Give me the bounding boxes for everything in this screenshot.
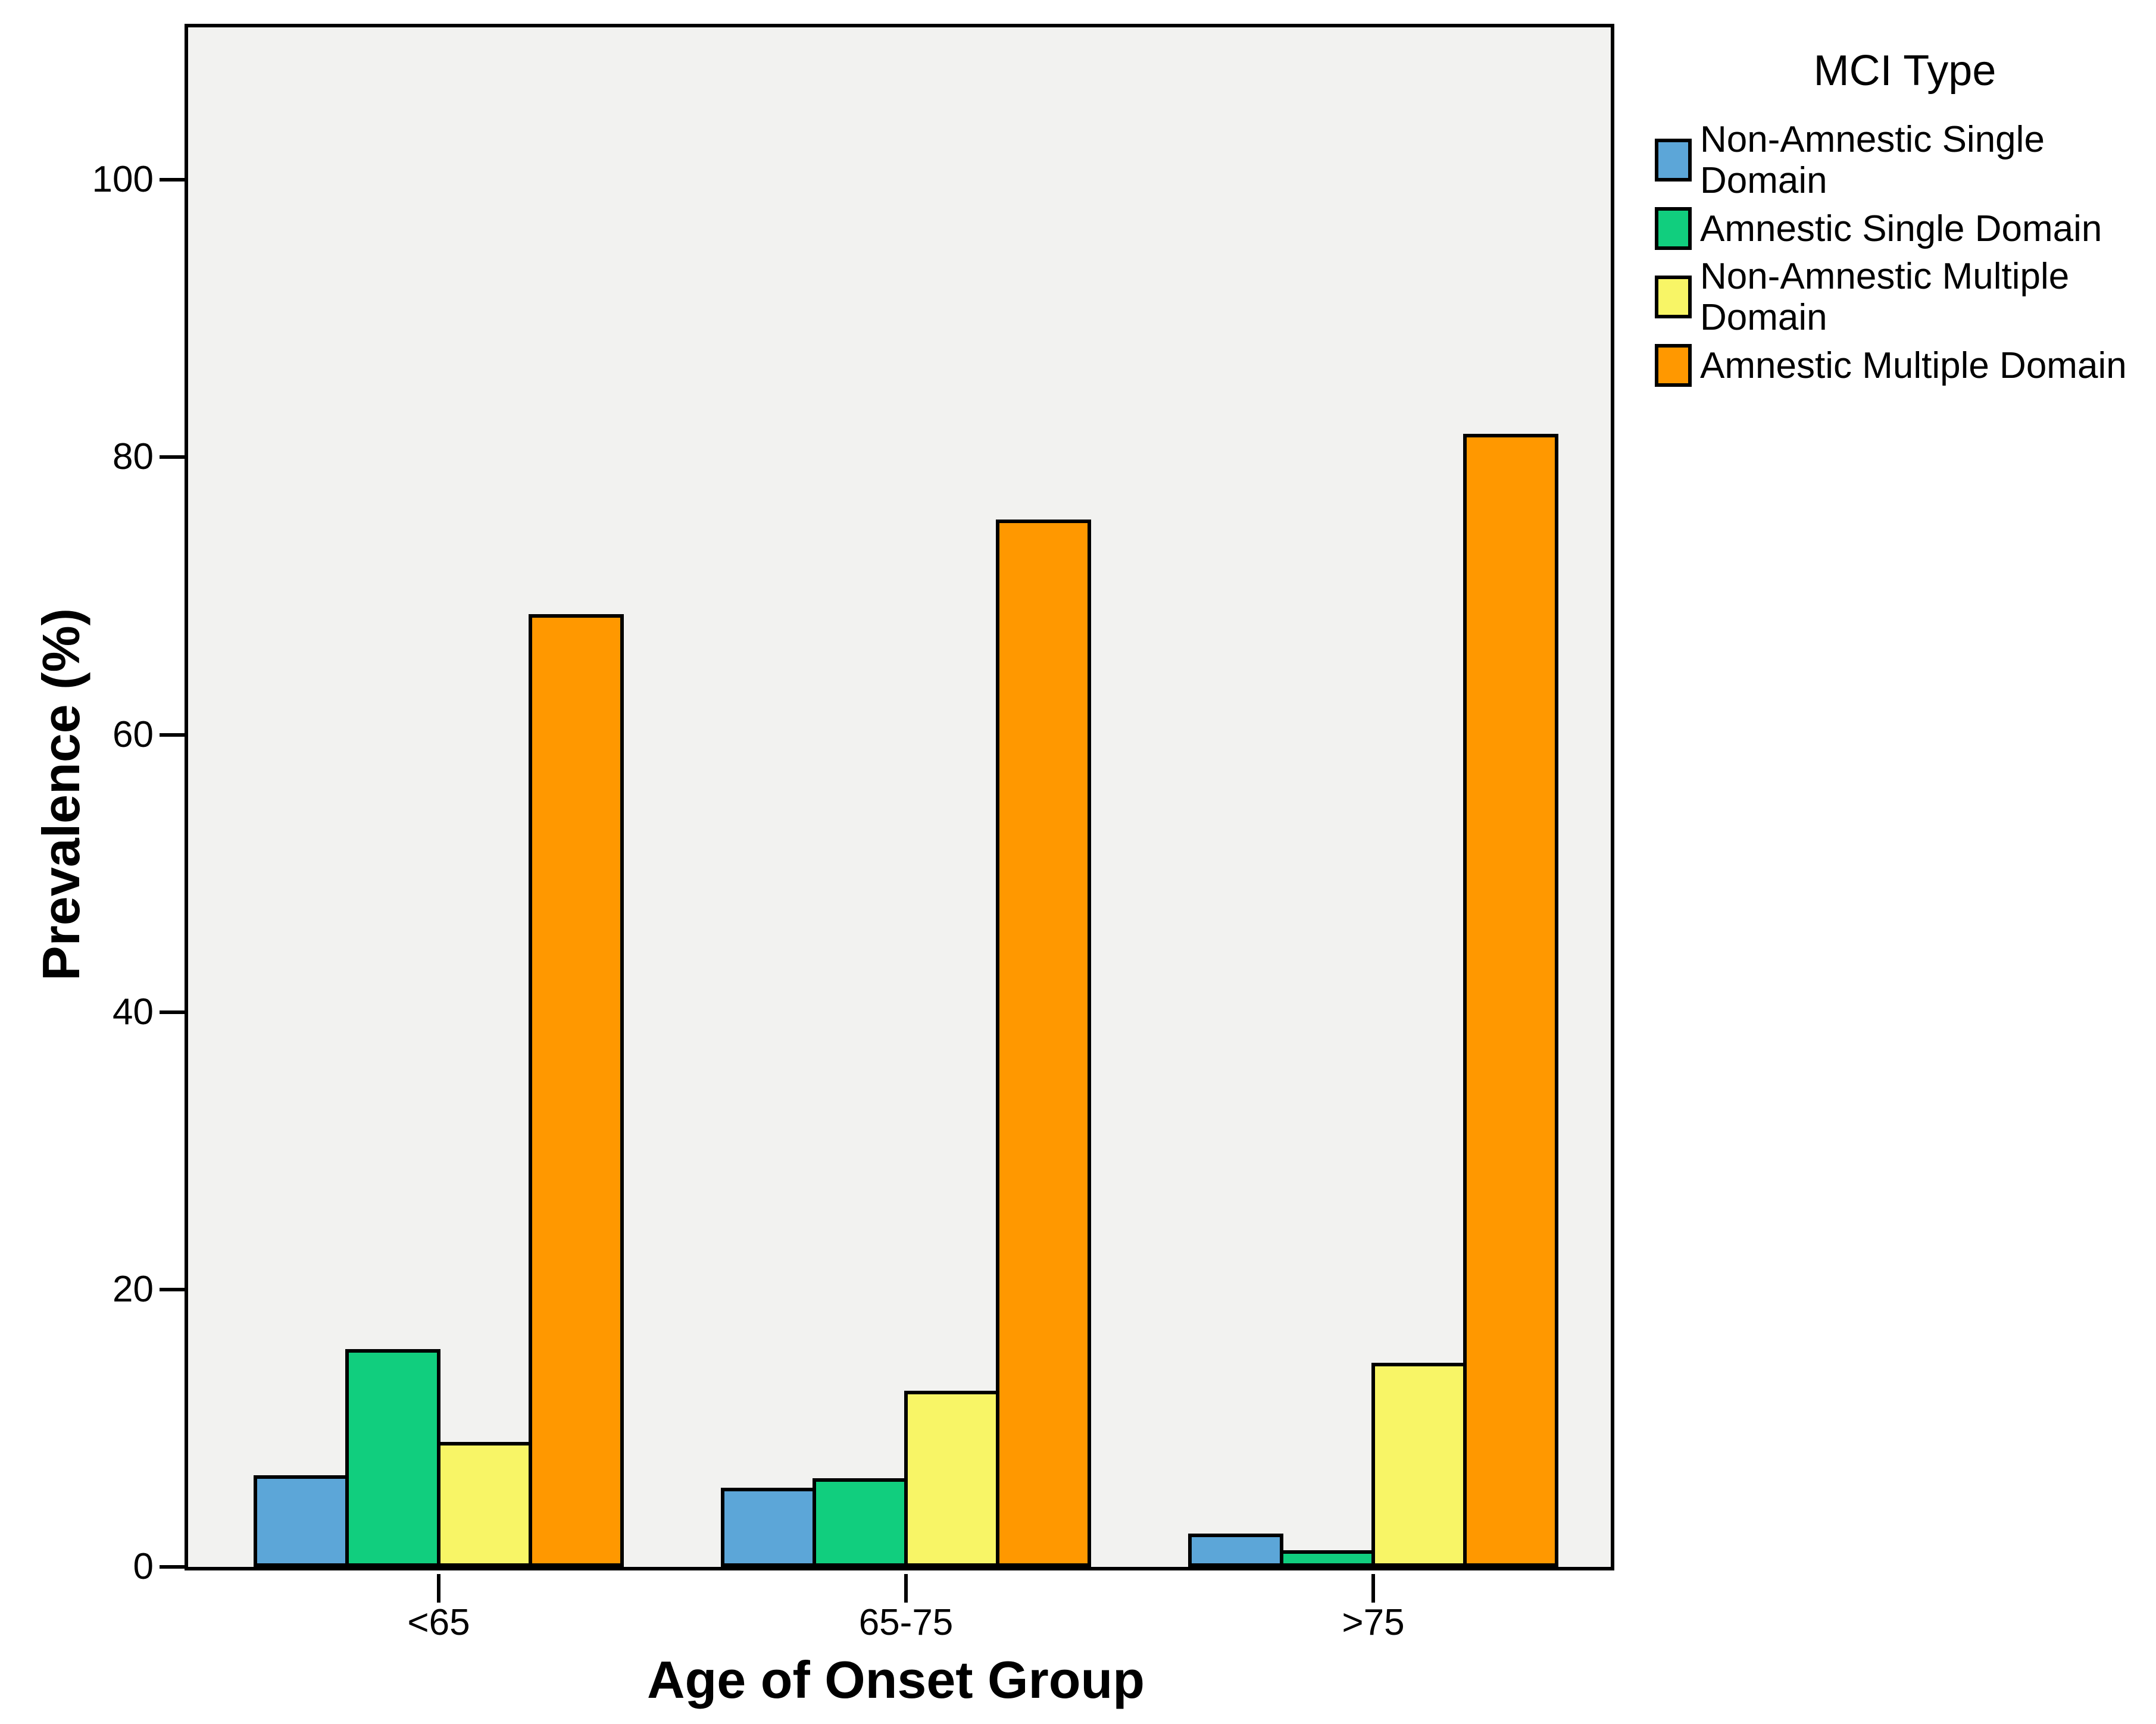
y-tick-label-20: 20 [113, 1268, 154, 1310]
legend-swatch-amnestic-single-domain [1655, 207, 1692, 250]
legend-items: Non-Amnestic Single Domain Amnestic Singl… [1655, 119, 2155, 387]
bar-amnestic-single-domain-75 [1280, 1550, 1375, 1567]
bar-amnestic-multiple-domain-75 [1463, 434, 1558, 1567]
legend-label-non-amnestic-multiple-domain: Non-Amnestic Multiple Domain [1700, 256, 2070, 338]
bar-non-amnestic-single-domain-65-75 [721, 1488, 816, 1567]
legend-item-amnestic-single-domain: Amnestic Single Domain [1655, 207, 2155, 250]
y-axis-title: Prevalence (%) [32, 608, 90, 981]
legend-swatch-amnestic-multiple-domain [1655, 344, 1692, 387]
bar-non-amnestic-single-domain-65 [254, 1475, 349, 1567]
legend-label-amnestic-multiple-domain: Amnestic Multiple Domain [1700, 345, 2127, 386]
x-tick-mark-65-75 [904, 1574, 908, 1603]
legend-title: MCI Type [1813, 47, 1996, 95]
bar-amnestic-single-domain-65 [345, 1349, 440, 1567]
x-tick-mark-75 [1371, 1574, 1375, 1603]
legend-item-amnestic-multiple-domain: Amnestic Multiple Domain [1655, 344, 2155, 387]
bar-amnestic-multiple-domain-65-75 [996, 520, 1091, 1567]
legend-item-non-amnestic-multiple-domain: Non-Amnestic Multiple Domain [1655, 256, 2155, 338]
x-tick-label-75: >75 [1342, 1602, 1405, 1643]
bar-non-amnestic-multiple-domain-65-75 [904, 1391, 999, 1567]
bar-non-amnestic-single-domain-75 [1188, 1534, 1283, 1567]
legend-item-non-amnestic-single-domain: Non-Amnestic Single Domain [1655, 119, 2155, 201]
y-tick-label-60: 60 [113, 714, 154, 755]
legend-label-amnestic-single-domain: Amnestic Single Domain [1700, 208, 2102, 249]
y-tick-mark-60 [160, 733, 185, 737]
y-tick-mark-0 [160, 1565, 185, 1569]
bar-amnestic-multiple-domain-65 [529, 614, 624, 1567]
x-tick-label-65: <65 [407, 1602, 470, 1643]
y-tick-mark-100 [160, 178, 185, 182]
bar-amnestic-single-domain-65-75 [813, 1478, 908, 1567]
legend-label-non-amnestic-single-domain: Non-Amnestic Single Domain [1700, 119, 2045, 201]
bar-non-amnestic-multiple-domain-75 [1371, 1363, 1467, 1567]
legend-swatch-non-amnestic-multiple-domain [1655, 276, 1692, 318]
x-axis-title: Age of Onset Group [647, 1650, 1145, 1709]
x-tick-label-65-75: 65-75 [858, 1602, 954, 1643]
plot-area: 0 20 40 60 80 100 <65 65-75 >75 [92, 24, 1614, 1643]
y-tick-label-100: 100 [92, 159, 154, 201]
y-tick-label-0: 0 [133, 1546, 154, 1587]
legend: MCI Type Non-Amnestic Single Domain Amnes… [1655, 46, 2155, 393]
y-tick-label-40: 40 [113, 991, 154, 1032]
y-tick-mark-80 [160, 455, 185, 459]
y-tick-mark-40 [160, 1010, 185, 1014]
bar-non-amnestic-multiple-domain-65 [437, 1442, 532, 1567]
legend-swatch-non-amnestic-single-domain [1655, 139, 1692, 182]
x-tick-mark-65 [437, 1574, 440, 1603]
y-tick-label-80: 80 [113, 436, 154, 478]
y-tick-mark-20 [160, 1287, 185, 1291]
